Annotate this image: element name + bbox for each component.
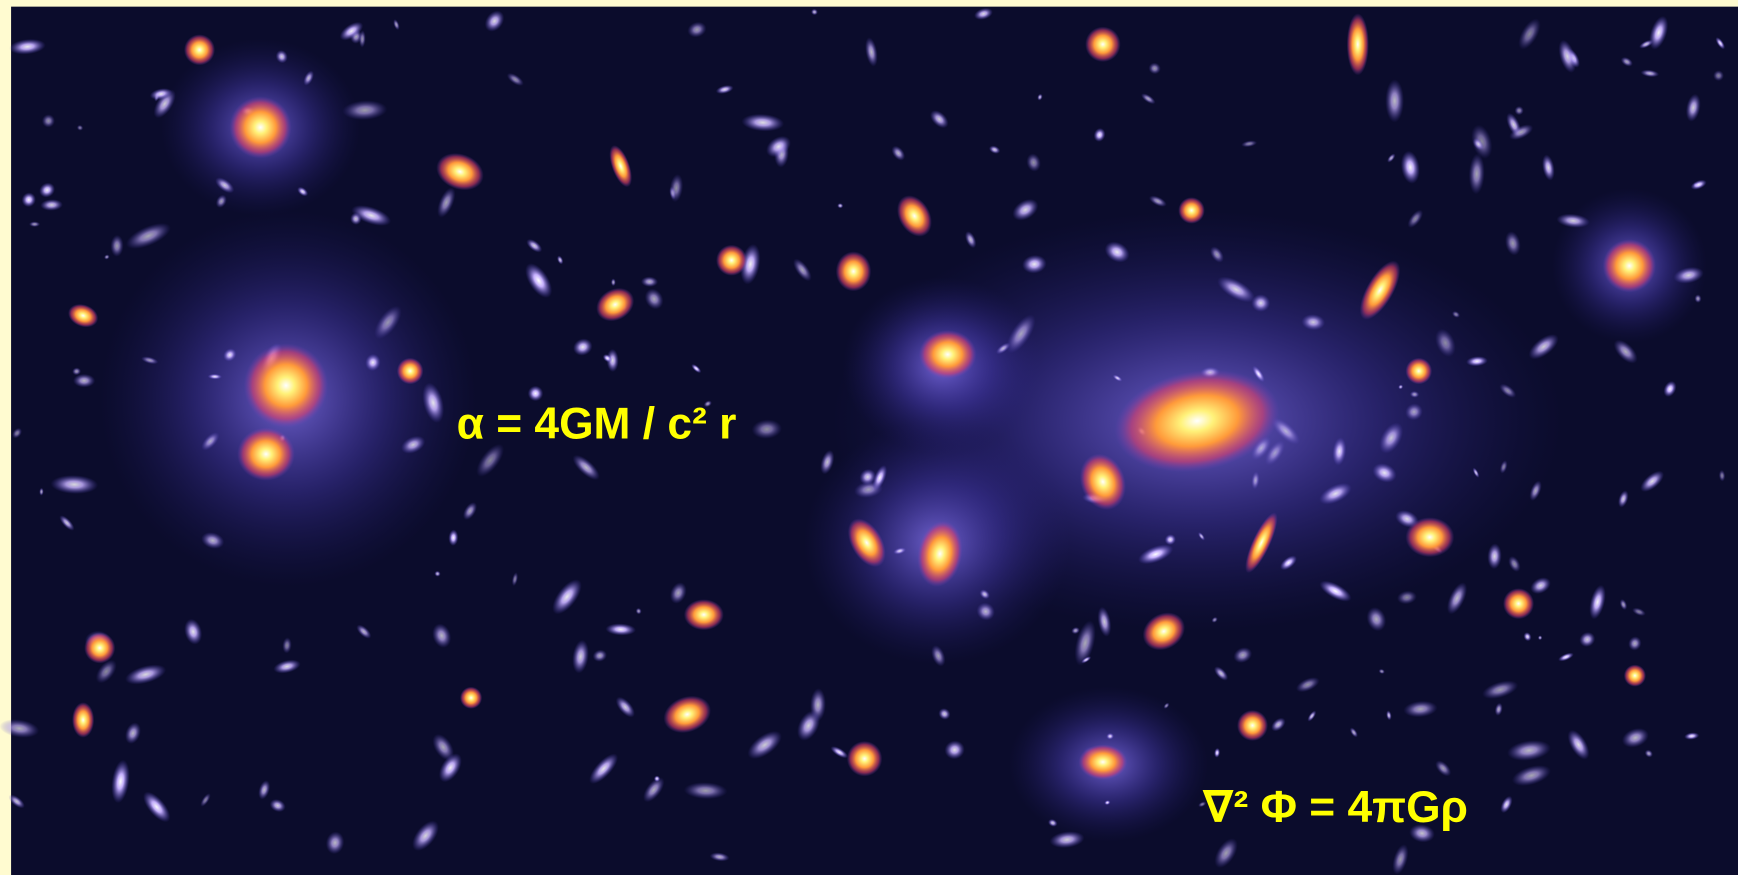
small-galaxy [73,374,95,388]
bright-galaxy [1078,744,1127,779]
bright-galaxy [716,245,747,276]
bright-galaxy [1085,27,1120,62]
bright-galaxy [229,96,291,158]
bright-galaxy [1178,197,1205,224]
bright-galaxy [836,251,871,291]
bright-galaxy [244,343,328,427]
bright-galaxy [184,34,215,65]
bright-galaxy [847,741,882,776]
bright-galaxy [237,428,295,481]
bright-galaxy [1347,13,1369,75]
page: α = 4GM / c² r ∇² Φ = 4πGρ (() => { cons… [0,0,1738,875]
bright-galaxy [684,599,724,630]
bright-galaxy [919,330,977,379]
bright-galaxy [397,358,424,385]
bright-galaxy [1237,710,1268,741]
bright-galaxy [1405,517,1454,557]
bright-galaxy [84,632,115,663]
small-galaxy [29,221,40,227]
bright-galaxy [460,687,482,709]
galaxy-cluster-image: α = 4GM / c² r ∇² Φ = 4πGρ [0,0,1738,875]
bright-galaxy [1624,665,1646,687]
bright-galaxy [1603,239,1656,292]
lens-equation: α = 4GM / c² r [457,400,737,449]
bright-galaxy [1405,358,1432,385]
bright-galaxy [1503,588,1534,619]
bright-galaxy [72,702,94,737]
small-galaxy [1385,79,1404,122]
poisson-equation: ∇² Φ = 4πGρ [1203,783,1468,832]
